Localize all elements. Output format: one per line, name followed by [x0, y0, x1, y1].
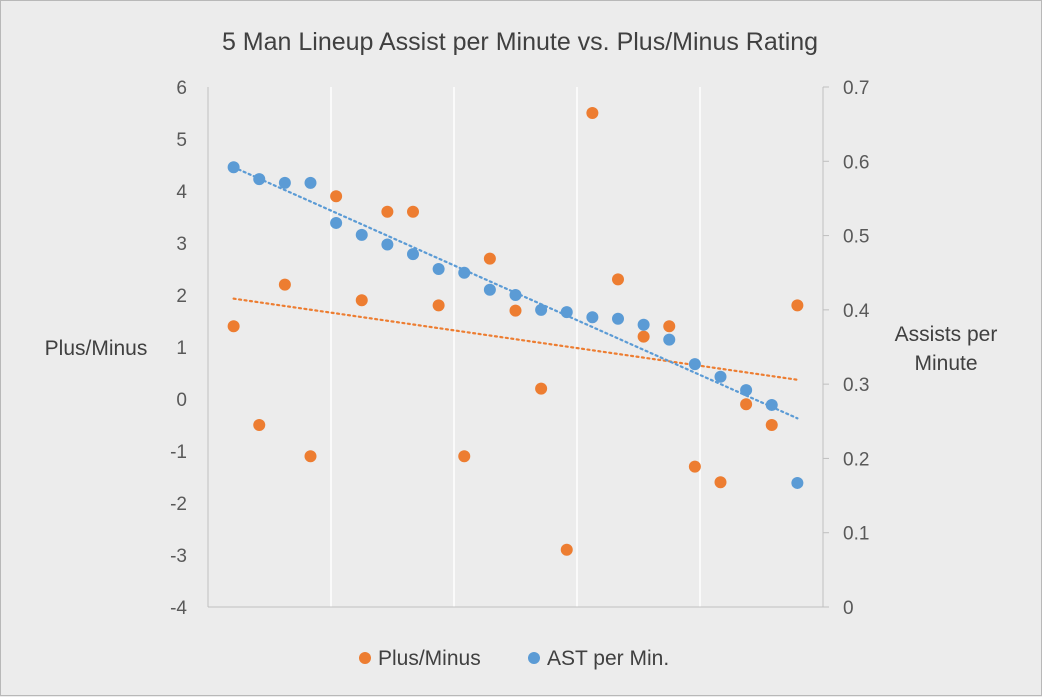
point-plus-minus	[304, 450, 317, 463]
y-left-tick-label: -4	[170, 598, 187, 619]
y-left-tick-label: 1	[176, 338, 187, 359]
y-left-tick-label: 3	[176, 234, 187, 255]
gridlines	[330, 87, 701, 607]
point-plus-minus	[637, 330, 650, 343]
y-right-tick-label: 0.6	[843, 152, 869, 173]
legend: Plus/Minus AST per Min.	[359, 647, 669, 670]
point-ast-per-min	[432, 263, 445, 275]
point-plus-minus	[278, 278, 291, 291]
point-ast-per-min	[253, 173, 266, 186]
point-plus-minus	[407, 205, 419, 218]
chart-title: 5 Man Lineup Assist per Minute vs. Plus/…	[222, 28, 818, 56]
point-ast-per-min	[765, 398, 778, 411]
point-ast-per-min	[560, 306, 573, 319]
point-ast-per-min	[458, 266, 471, 279]
point-ast-per-min	[227, 161, 240, 174]
legend-marker-plus-minus	[359, 652, 371, 664]
data-points	[227, 107, 804, 556]
y-left-tick-label: -2	[170, 494, 187, 515]
point-plus-minus	[381, 205, 394, 218]
point-ast-per-min	[586, 311, 599, 324]
point-ast-per-min	[612, 312, 624, 325]
point-ast-per-min	[304, 176, 317, 189]
point-plus-minus	[330, 190, 343, 203]
y-right-tick-label: 0	[843, 598, 854, 619]
point-ast-per-min	[688, 358, 701, 371]
point-ast-per-min	[407, 248, 419, 261]
y-right-tick-label: 0.4	[843, 301, 870, 322]
point-ast-per-min	[330, 216, 343, 229]
y-left-tick-label: -3	[170, 546, 187, 567]
trendline-plus-minus	[232, 297, 799, 381]
y-axis-right-title-line1: Assists per	[895, 323, 998, 346]
y-left-tick-label: 4	[176, 182, 187, 203]
point-plus-minus	[791, 299, 804, 312]
point-plus-minus	[663, 320, 676, 333]
point-ast-per-min	[509, 289, 522, 301]
point-ast-per-min	[483, 283, 496, 296]
y-left-tick-label: 6	[176, 78, 187, 99]
point-ast-per-min	[535, 303, 548, 316]
point-ast-per-min	[740, 384, 753, 397]
point-plus-minus	[253, 419, 266, 431]
point-plus-minus	[458, 450, 471, 463]
y-right-tick-label: 0.2	[843, 449, 869, 470]
point-plus-minus	[688, 460, 701, 473]
legend-marker-ast-per-min	[528, 652, 540, 664]
point-plus-minus	[483, 252, 496, 265]
point-plus-minus	[612, 273, 624, 286]
y-right-tick-label: 0.3	[843, 375, 869, 396]
point-plus-minus	[714, 476, 727, 489]
point-ast-per-min	[355, 228, 368, 241]
point-plus-minus	[740, 398, 753, 411]
y-left-tick-label: -1	[170, 442, 187, 463]
point-plus-minus	[227, 320, 240, 333]
y-right-tick-label: 0.5	[843, 227, 869, 248]
point-plus-minus	[586, 107, 599, 119]
point-ast-per-min	[381, 238, 394, 251]
point-plus-minus	[355, 294, 368, 307]
legend-label-ast-per-min: AST per Min.	[547, 647, 669, 670]
point-plus-minus	[509, 304, 522, 317]
legend-label-plus-minus: Plus/Minus	[378, 647, 481, 670]
point-ast-per-min	[637, 318, 650, 331]
y-axis-left-title: Plus/Minus	[45, 337, 148, 360]
point-ast-per-min	[714, 370, 727, 383]
point-plus-minus	[765, 419, 778, 431]
y-right-tick-label: 0.1	[843, 524, 869, 545]
point-ast-per-min	[791, 476, 804, 489]
point-ast-per-min	[278, 176, 291, 189]
point-ast-per-min	[663, 333, 676, 346]
y-left-tick-label: 0	[176, 390, 187, 411]
point-plus-minus	[535, 382, 548, 395]
y-left-tick-label: 2	[176, 286, 187, 307]
point-plus-minus	[560, 543, 573, 556]
point-plus-minus	[432, 299, 445, 312]
y-left-tick-label: 5	[176, 130, 187, 151]
axes: 6 5 4 3 2 1 0 -1 -2 -3 -4 0.7 0.6 0.5 0.4 0.3 0.2 0.1 0	[170, 78, 870, 619]
y-right-tick-label: 0.7	[843, 78, 869, 99]
y-axis-right-title-line2: Minute	[914, 352, 977, 375]
